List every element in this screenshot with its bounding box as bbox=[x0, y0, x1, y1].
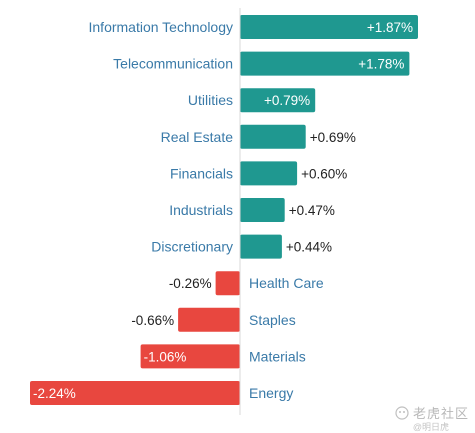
value-label-energy: -2.24% bbox=[33, 386, 76, 401]
watermark-text: 老虎社区 bbox=[412, 406, 469, 421]
value-label-health-care: -0.26% bbox=[169, 276, 212, 291]
value-label-financials: +0.60% bbox=[301, 166, 347, 181]
value-label-real-estate: +0.69% bbox=[310, 130, 356, 145]
bar-industrials bbox=[240, 198, 285, 222]
watermark: 老虎社区 @明日虎 bbox=[395, 403, 469, 432]
category-label-telecommunication: Telecommunication bbox=[113, 56, 233, 72]
value-label-materials: -1.06% bbox=[144, 349, 187, 364]
bar-energy bbox=[30, 381, 240, 405]
bar-staples bbox=[178, 307, 240, 332]
value-label-information-technology: +1.87% bbox=[367, 20, 413, 35]
category-label-discretionary: Discretionary bbox=[151, 239, 233, 255]
bar-telecommunication bbox=[240, 51, 410, 76]
bar-real-estate bbox=[240, 124, 306, 149]
bar-discretionary bbox=[240, 234, 282, 259]
value-label-staples: -0.66% bbox=[131, 313, 174, 328]
value-label-industrials: +0.47% bbox=[289, 203, 335, 218]
category-label-staples: Staples bbox=[249, 312, 296, 328]
bar-materials bbox=[140, 344, 240, 369]
bar-utilities bbox=[240, 88, 316, 113]
value-label-telecommunication: +1.78% bbox=[358, 57, 404, 72]
category-label-financials: Financials bbox=[170, 165, 233, 181]
bars-layer bbox=[30, 15, 418, 405]
value-label-discretionary: +0.44% bbox=[286, 240, 332, 255]
category-label-information-technology: Information Technology bbox=[89, 19, 234, 35]
bar-financials bbox=[240, 161, 298, 186]
category-label-health-care: Health Care bbox=[249, 275, 324, 291]
bar-health-care bbox=[215, 271, 240, 296]
category-label-materials: Materials bbox=[249, 348, 306, 364]
category-label-real-estate: Real Estate bbox=[161, 129, 234, 145]
tiger-head-icon bbox=[395, 405, 409, 420]
labels-layer: Information Technology +1.87% Telecommunic… bbox=[33, 19, 413, 401]
category-label-utilities: Utilities bbox=[188, 92, 233, 108]
value-label-utilities: +0.79% bbox=[264, 93, 310, 108]
category-label-industrials: Industrials bbox=[169, 202, 233, 218]
category-label-energy: Energy bbox=[249, 385, 293, 401]
watermark-subtext: @明日虎 bbox=[412, 422, 449, 432]
bar-information-technology bbox=[240, 15, 418, 39]
